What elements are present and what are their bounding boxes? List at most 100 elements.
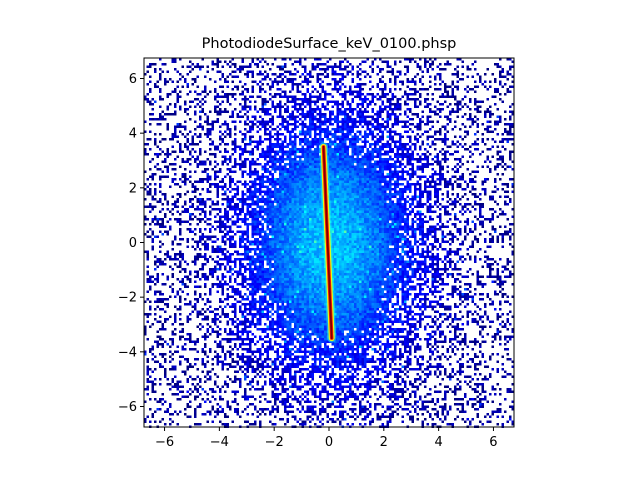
heatmap-cell (279, 148, 282, 151)
heatmap-cell (201, 210, 204, 213)
heatmap-cell (291, 135, 294, 138)
heatmap-cell (374, 160, 377, 163)
heatmap-cell (289, 78, 292, 81)
heatmap-cell (381, 218, 384, 221)
heatmap-cell (436, 178, 439, 181)
heatmap-cell (244, 185, 247, 188)
heatmap-cell (309, 155, 312, 158)
heatmap-cell (189, 170, 192, 173)
heatmap-cell (399, 195, 402, 198)
heatmap-cell (319, 78, 322, 81)
heatmap-cell (294, 185, 297, 188)
heatmap-cell (204, 163, 207, 166)
heatmap-cell (306, 83, 309, 86)
heatmap-cell (216, 185, 219, 188)
heatmap-cell (506, 140, 509, 143)
heatmap-cell (346, 130, 349, 133)
heatmap-cell (339, 88, 342, 91)
heatmap-cell (371, 220, 374, 223)
heatmap-cell (249, 95, 252, 98)
heatmap-cell (154, 190, 157, 193)
heatmap-cell (304, 168, 307, 171)
heatmap-cell (291, 170, 294, 173)
heatmap-cell (249, 100, 252, 103)
heatmap-cell (261, 98, 264, 101)
heatmap-cell (291, 168, 294, 171)
heatmap-cell (386, 160, 389, 163)
heatmap-cell (354, 220, 357, 223)
heatmap-cell (379, 200, 382, 203)
heatmap-cell (246, 173, 249, 176)
heatmap-cell (199, 160, 202, 163)
heatmap-cell (286, 128, 289, 131)
heatmap-cell (356, 75, 359, 78)
heatmap-cell (389, 113, 392, 116)
heatmap-cell (361, 205, 364, 208)
heatmap-cell (431, 205, 434, 208)
heatmap-cell (296, 108, 299, 111)
heatmap-cell (421, 110, 424, 113)
heatmap-cell (279, 218, 282, 221)
heatmap-cell (309, 163, 312, 166)
heatmap-cell (346, 158, 349, 161)
heatmap-cell (506, 88, 509, 91)
heatmap-cell (499, 70, 502, 73)
heatmap-cell (259, 85, 262, 88)
heatmap-cell (434, 75, 437, 78)
heatmap-cell (264, 185, 267, 188)
heatmap-cell (361, 100, 364, 103)
heatmap-cell (329, 83, 332, 86)
heatmap-cell (229, 198, 232, 201)
heatmap-cell (176, 135, 179, 138)
heatmap-cell (369, 173, 372, 176)
heatmap-cell (431, 143, 434, 146)
heatmap-cell (414, 198, 417, 201)
heatmap-cell (429, 163, 432, 166)
heatmap-cell (231, 223, 234, 226)
heatmap-cell (356, 115, 359, 118)
heatmap-cell (344, 115, 347, 118)
heatmap-cell (359, 88, 362, 91)
heatmap-cell (334, 115, 337, 118)
heatmap-cell (451, 183, 454, 186)
heatmap-cell (289, 123, 292, 126)
heatmap-cell (401, 158, 404, 161)
heatmap-cell (336, 188, 339, 191)
heatmap-cell (174, 173, 177, 176)
heatmap-cell (334, 155, 337, 158)
heatmap-cell (421, 75, 424, 78)
heatmap-cell (316, 160, 319, 163)
heatmap-cell (279, 115, 282, 118)
heatmap-cell (236, 185, 239, 188)
heatmap-cell (279, 193, 282, 196)
heatmap-cell (306, 210, 309, 213)
heatmap-cell (339, 108, 342, 111)
heatmap-cell (179, 193, 182, 196)
heatmap-cell (444, 160, 447, 163)
heatmap-cell (174, 103, 177, 106)
heatmap-cell (399, 165, 402, 168)
heatmap-cell (294, 188, 297, 191)
heatmap-cell (384, 203, 387, 206)
heatmap-cell (334, 150, 337, 153)
heatmap-cell (496, 145, 499, 148)
heatmap-cell (396, 103, 399, 106)
heatmap-cell (311, 140, 314, 143)
heatmap-cell (474, 90, 477, 93)
heatmap-cell (496, 63, 499, 66)
heatmap-cell (311, 200, 314, 203)
heatmap-cell (201, 170, 204, 173)
heatmap-cell (269, 223, 272, 226)
heatmap-cell (194, 133, 197, 136)
heatmap-cell (469, 125, 472, 128)
heatmap-cell (209, 153, 212, 156)
heatmap-cell (369, 80, 372, 83)
heatmap-cell (346, 123, 349, 126)
heatmap-cell (314, 188, 317, 191)
heatmap-cell (376, 220, 379, 223)
heatmap-cell (339, 188, 342, 191)
heatmap-cell (236, 145, 239, 148)
heatmap-cell (329, 175, 332, 178)
heatmap-cell (359, 180, 362, 183)
heatmap-cell (256, 188, 259, 191)
